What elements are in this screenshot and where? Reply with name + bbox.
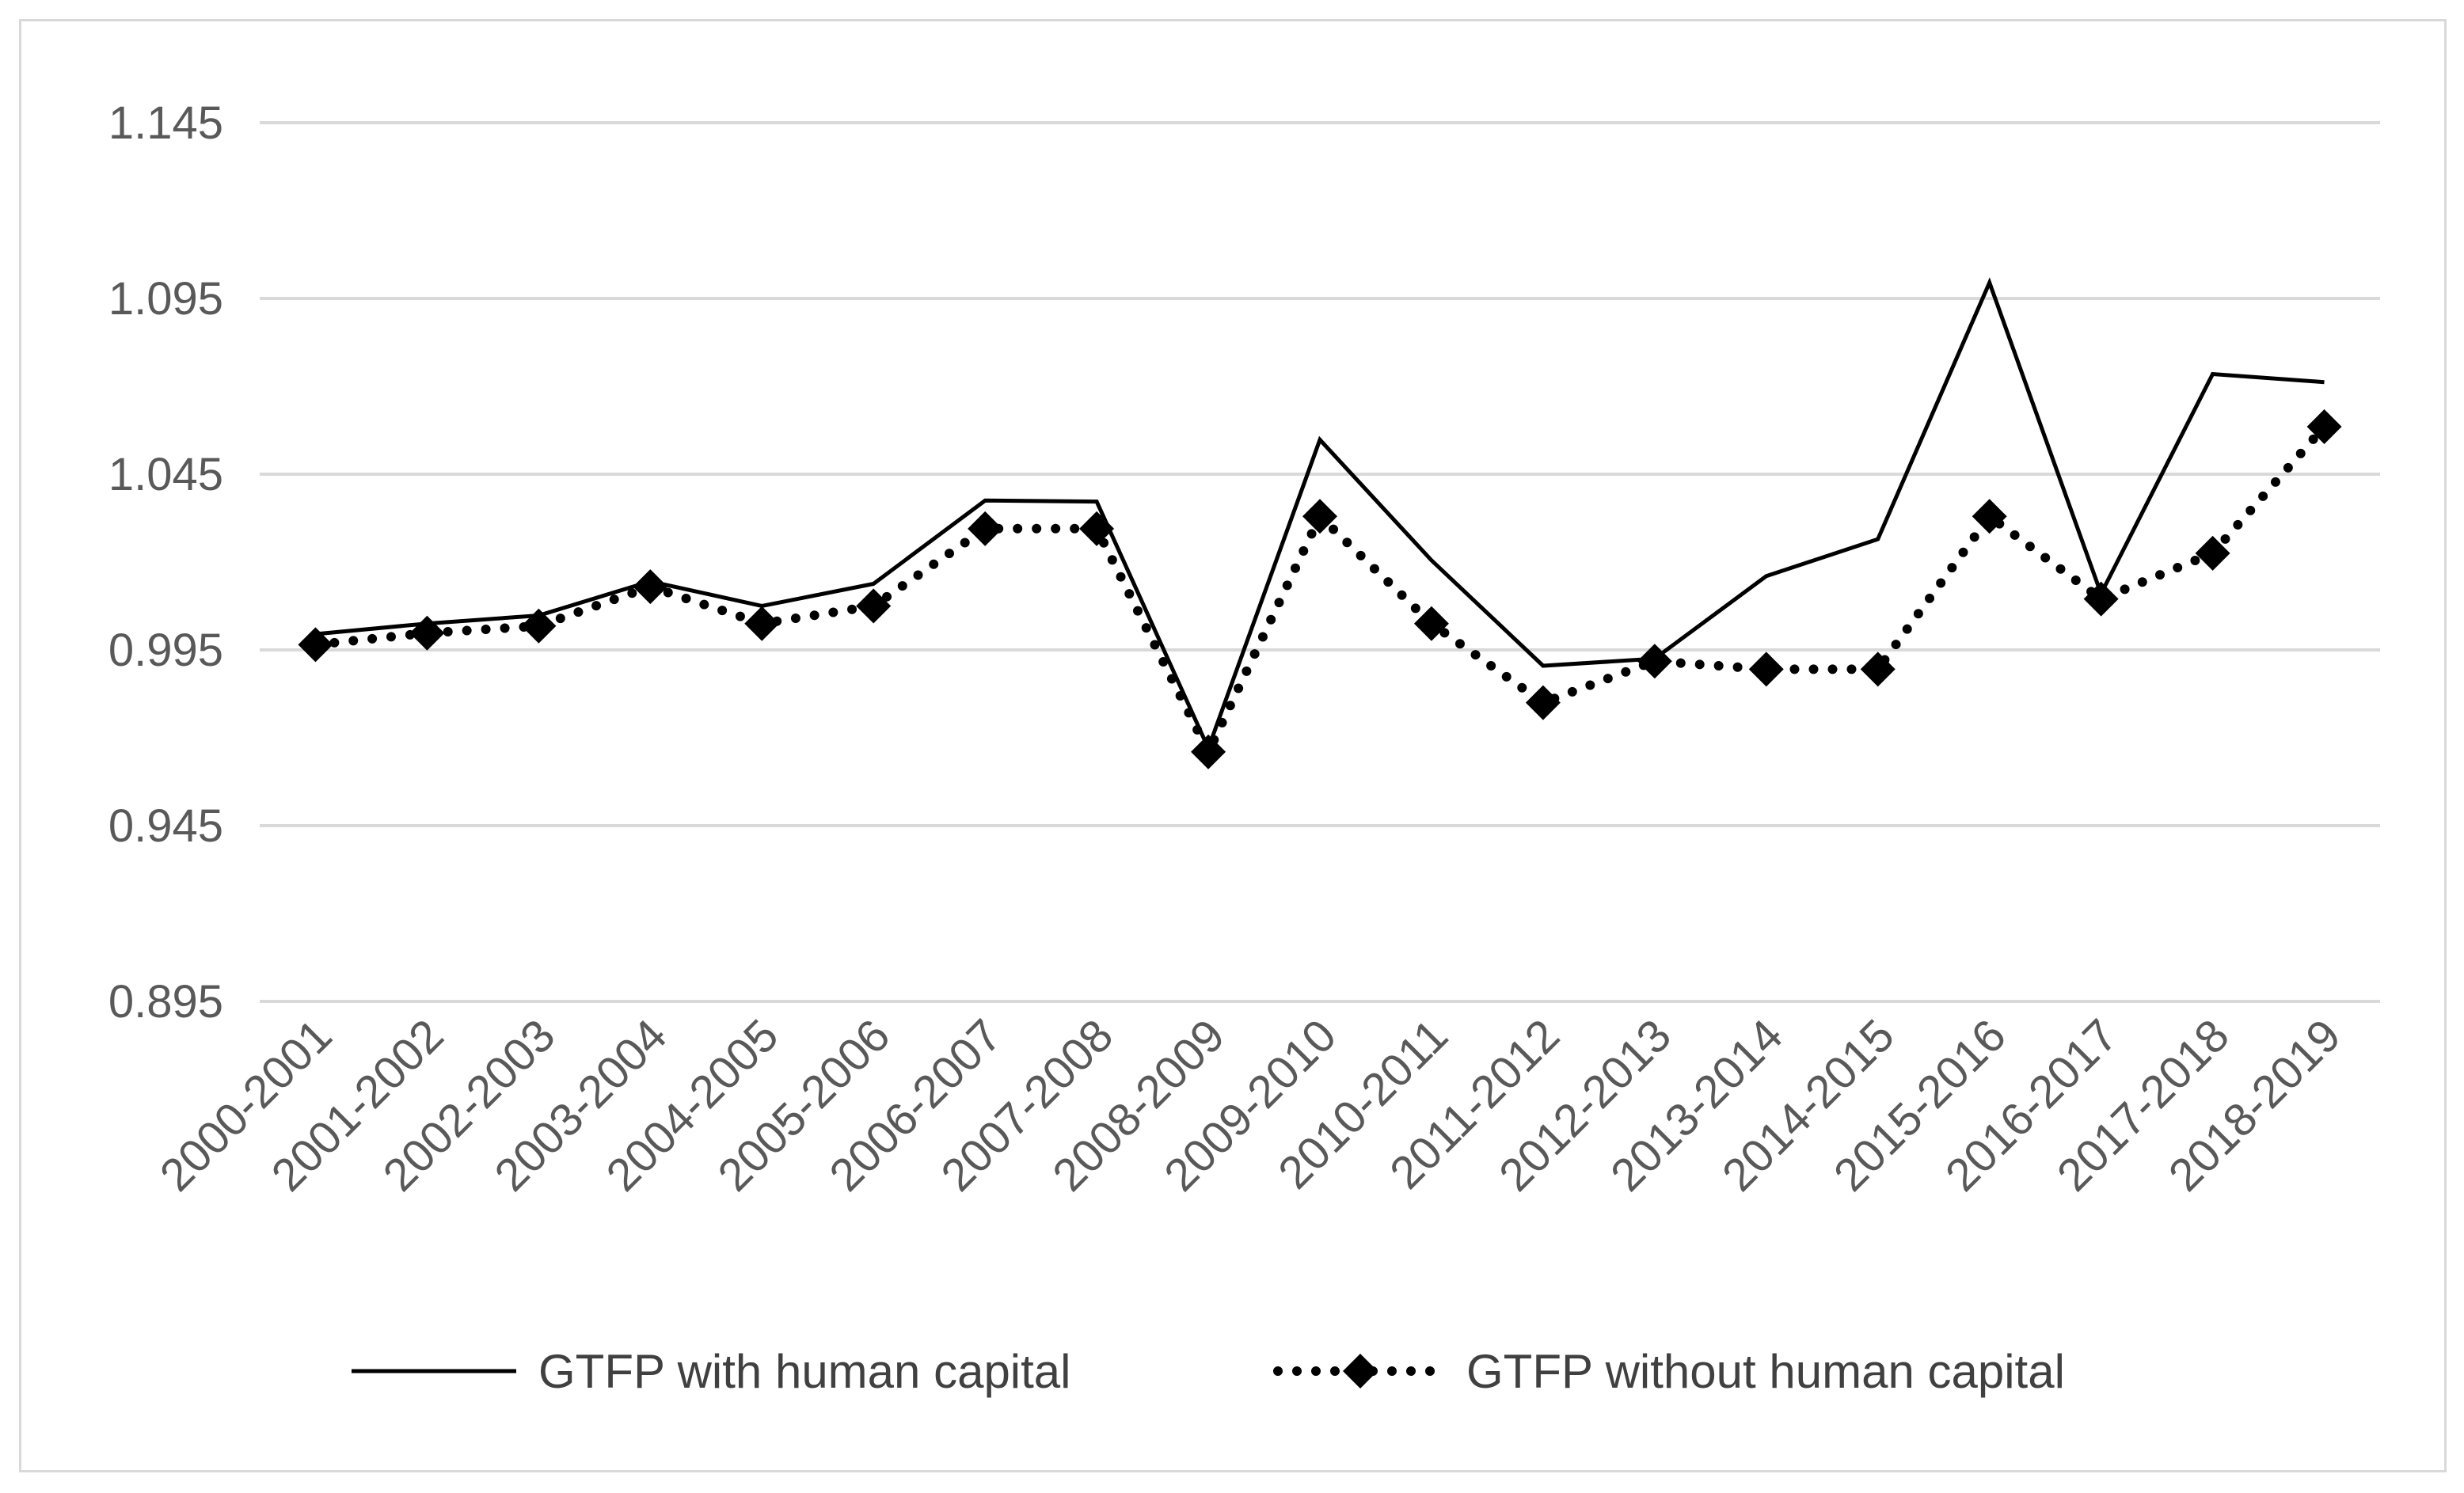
data-point-diamond xyxy=(2195,535,2230,571)
data-point-diamond xyxy=(1525,685,1561,720)
y-tick-label: 1.045 xyxy=(108,449,223,500)
data-point-diamond xyxy=(1860,652,1896,687)
data-point-diamond xyxy=(968,511,1003,546)
data-point-diamond xyxy=(1302,499,1337,534)
data-point-diamond xyxy=(1079,511,1115,546)
gridlines xyxy=(260,121,2380,1003)
data-point-diamond xyxy=(409,615,445,651)
legend-diamond-marker xyxy=(1343,1354,1378,1389)
data-point-diamond xyxy=(856,588,892,624)
legend: GTFP with human capital GTFP without hum… xyxy=(352,1345,2065,1398)
data-point-diamond xyxy=(2306,409,2342,445)
chart-frame xyxy=(19,19,2447,1472)
y-tick-label: 0.995 xyxy=(108,625,223,676)
data-point-diamond xyxy=(1748,652,1784,687)
data-point-diamond xyxy=(521,608,557,644)
legend-label-with-human-capital: GTFP with human capital xyxy=(538,1345,1071,1398)
data-point-diamond xyxy=(1637,644,1672,679)
data-point-diamond xyxy=(744,606,780,641)
y-axis: 0.895 0.945 0.995 1.045 1.095 1.145 xyxy=(108,97,223,1028)
data-point-diamond xyxy=(1972,499,2007,534)
y-tick-label: 0.895 xyxy=(108,976,223,1028)
data-point-diamond xyxy=(1191,734,1226,769)
data-point-diamond xyxy=(633,569,668,605)
legend-label-without-human-capital: GTFP without human capital xyxy=(1466,1345,2065,1398)
data-point-diamond xyxy=(298,627,333,663)
data-point-diamond xyxy=(2083,581,2119,617)
y-tick-label: 0.945 xyxy=(108,800,223,852)
data-point-diamond xyxy=(1413,606,1449,641)
x-axis: 2000-20012001-20022002-20032003-20042004… xyxy=(150,1009,2351,1201)
y-tick-label: 1.095 xyxy=(108,273,223,325)
series-group xyxy=(298,277,2342,769)
y-tick-label: 1.145 xyxy=(108,97,223,149)
